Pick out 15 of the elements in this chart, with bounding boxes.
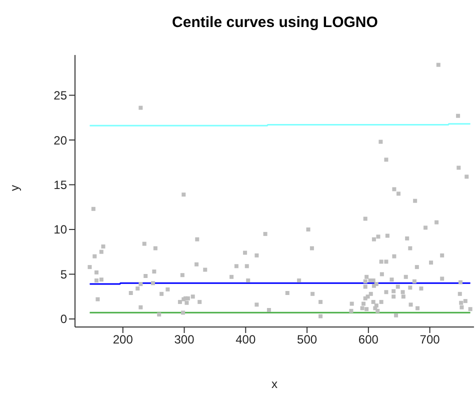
x-axis-title: x — [272, 377, 278, 391]
y-tick-label: 25 — [54, 88, 68, 103]
y-tick-label: 10 — [54, 222, 68, 237]
chart-title: Centile curves using LOGNO — [171, 14, 379, 31]
y-tick-label: 0 — [60, 312, 68, 326]
x-tick-label: 300 — [174, 332, 195, 347]
y-tick-label: 20 — [54, 133, 68, 148]
x-tick-label: 600 — [358, 332, 379, 347]
x-tick-label: 200 — [112, 332, 134, 347]
x-tick-label: 500 — [297, 332, 318, 347]
y-axis-title: y — [7, 185, 22, 191]
x-tick-label: 400 — [236, 332, 256, 347]
x-tick-label: 700 — [420, 332, 440, 347]
y-tick-label: 15 — [54, 178, 68, 192]
y-tick-label: 5 — [60, 267, 68, 282]
